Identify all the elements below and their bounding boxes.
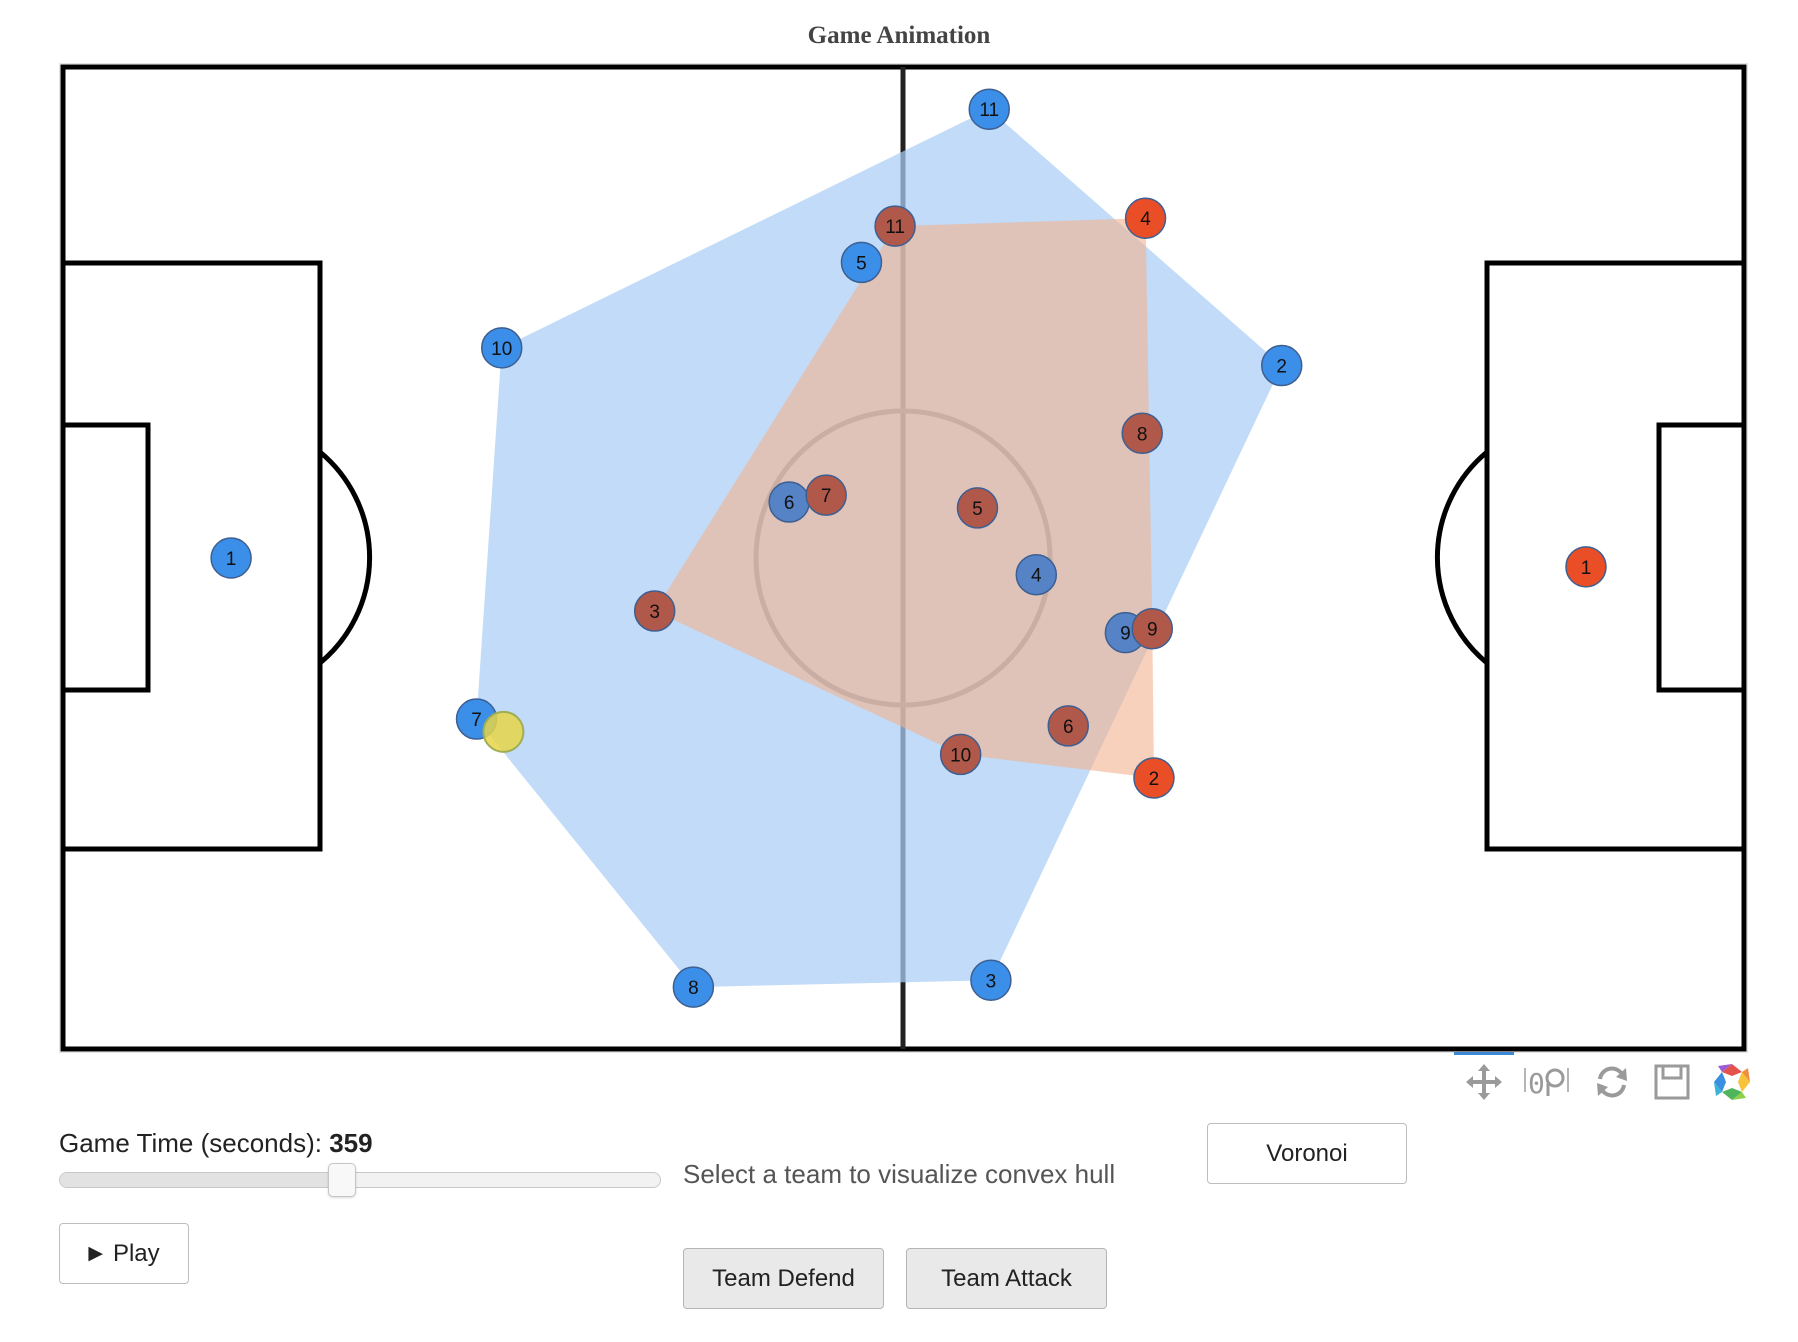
player-marker-defend-4[interactable]: 4 — [1015, 553, 1058, 596]
left-penalty-arc — [318, 450, 373, 665]
player-dot[interactable] — [480, 327, 523, 369]
player-number-label: 9 — [1147, 620, 1158, 641]
team-attack-button-label: Team Attack — [941, 1264, 1072, 1292]
player-number-label: 7 — [471, 710, 482, 731]
player-dot[interactable] — [1047, 705, 1089, 747]
player-dot[interactable] — [1131, 607, 1174, 650]
player-marker-attack-11[interactable]: 11 — [874, 205, 916, 247]
plot-title: Game Animation — [807, 22, 991, 49]
voronoi-button[interactable]: Voronoi — [1207, 1123, 1407, 1184]
player-number-label: 10 — [491, 339, 512, 360]
toolbar-active-indicator — [1454, 1052, 1514, 1055]
team-defend-button-label: Team Defend — [712, 1264, 855, 1292]
player-number-label: 8 — [688, 978, 699, 999]
game-time-slider-fill — [60, 1173, 343, 1187]
player-number-label: 3 — [649, 602, 660, 623]
player-number-label: 8 — [1137, 424, 1148, 445]
player-marker-attack-1[interactable]: 1 — [1565, 546, 1607, 588]
player-marker-attack-5[interactable]: 5 — [956, 487, 999, 529]
player-number-label: 1 — [1581, 558, 1592, 579]
team-attack-button[interactable]: Team Attack — [906, 1248, 1107, 1309]
player-marker-attack-4[interactable]: 4 — [1124, 197, 1167, 239]
player-number-label: 1 — [226, 549, 237, 570]
player-dot[interactable] — [1121, 412, 1163, 455]
player-dot[interactable] — [840, 241, 883, 284]
right-penalty-box — [1484, 260, 1747, 852]
player-dot[interactable] — [1124, 197, 1167, 239]
player-number-label: 6 — [1063, 717, 1074, 738]
player-dot[interactable] — [1015, 553, 1058, 596]
player-number-label: 5 — [972, 499, 983, 520]
player-dot[interactable] — [939, 733, 982, 776]
save-icon[interactable] — [1652, 1062, 1692, 1102]
player-marker-defend-2[interactable]: 2 — [1260, 344, 1303, 387]
player-number-label: 10 — [950, 745, 971, 766]
player-marker-attack-10[interactable]: 10 — [939, 733, 982, 776]
game-time-slider-handle[interactable] — [327, 1163, 356, 1197]
play-icon: ▶ — [88, 1243, 103, 1264]
voronoi-button-label: Voronoi — [1266, 1139, 1348, 1167]
team-defend-button[interactable]: Team Defend — [683, 1248, 884, 1309]
player-number-label: 11 — [979, 100, 999, 121]
player-marker-attack-6[interactable]: 6 — [1047, 705, 1089, 747]
play-button-label: Play — [112, 1239, 160, 1267]
player-dot[interactable] — [1133, 757, 1175, 799]
player-dot[interactable] — [633, 590, 676, 632]
reset-icon[interactable] — [1592, 1062, 1632, 1102]
player-number-label: 6 — [784, 493, 795, 514]
wheel-zoom-icon[interactable]: 0 — [1522, 1062, 1570, 1102]
player-marker-attack-7[interactable]: 7 — [805, 474, 847, 516]
bokeh-logo-icon[interactable] — [1712, 1062, 1752, 1102]
player-marker-defend-8[interactable]: 8 — [672, 966, 715, 1008]
player-dot[interactable] — [805, 474, 847, 516]
player-marker-attack-2[interactable]: 2 — [1133, 757, 1175, 799]
player-number-label: 5 — [856, 253, 867, 274]
player-number-label: 7 — [821, 486, 832, 507]
player-number-label: 4 — [1140, 209, 1151, 230]
player-marker-defend-5[interactable]: 5 — [840, 241, 883, 284]
player-marker-defend-6[interactable]: 6 — [768, 481, 810, 523]
player-number-label: 3 — [986, 971, 997, 992]
game-time-label: Game Time (seconds): 359 — [59, 1128, 373, 1159]
game-time-slider-track[interactable] — [59, 1172, 661, 1188]
player-dot[interactable] — [968, 88, 1010, 130]
player-number-label: 11 — [885, 217, 905, 238]
player-marker-defend-1[interactable]: 1 — [210, 537, 252, 579]
game-time-value: 359 — [329, 1128, 373, 1158]
player-dot[interactable] — [1565, 546, 1607, 588]
player-number-label: 9 — [1120, 624, 1131, 645]
player-number-label: 4 — [1031, 566, 1042, 587]
play-button[interactable]: ▶ Play — [59, 1223, 189, 1284]
player-number-label: 2 — [1149, 769, 1160, 790]
left-goal-box — [60, 422, 151, 693]
player-dot[interactable] — [210, 537, 252, 579]
right-goal-box — [1656, 422, 1747, 693]
svg-text:0: 0 — [1528, 1067, 1545, 1100]
ball-marker — [482, 710, 525, 753]
plot-frame — [59, 63, 1748, 1053]
player-marker-attack-9[interactable]: 9 — [1131, 607, 1174, 650]
player-dot[interactable] — [970, 959, 1012, 1002]
convex-hull-hint: Select a team to visualize convex hull — [683, 1159, 1116, 1189]
player-marker-defend-3[interactable]: 3 — [970, 959, 1012, 1002]
player-dot[interactable] — [672, 966, 715, 1008]
right-penalty-arc — [1434, 450, 1489, 665]
left-penalty-box — [60, 260, 323, 852]
player-marker-defend-10[interactable]: 10 — [480, 327, 523, 369]
player-marker-attack-3[interactable]: 3 — [633, 590, 676, 632]
player-number-label: 2 — [1276, 357, 1287, 378]
player-marker-attack-8[interactable]: 8 — [1121, 412, 1163, 455]
player-dot[interactable] — [1260, 344, 1303, 387]
pan-icon[interactable] — [1464, 1062, 1504, 1102]
team-attack-convex-hull — [654, 218, 1154, 778]
player-marker-defend-11[interactable]: 11 — [968, 88, 1010, 130]
player-dot[interactable] — [874, 205, 916, 247]
game-time-caption: Game Time (seconds): — [59, 1128, 322, 1158]
player-dot[interactable] — [956, 487, 999, 529]
